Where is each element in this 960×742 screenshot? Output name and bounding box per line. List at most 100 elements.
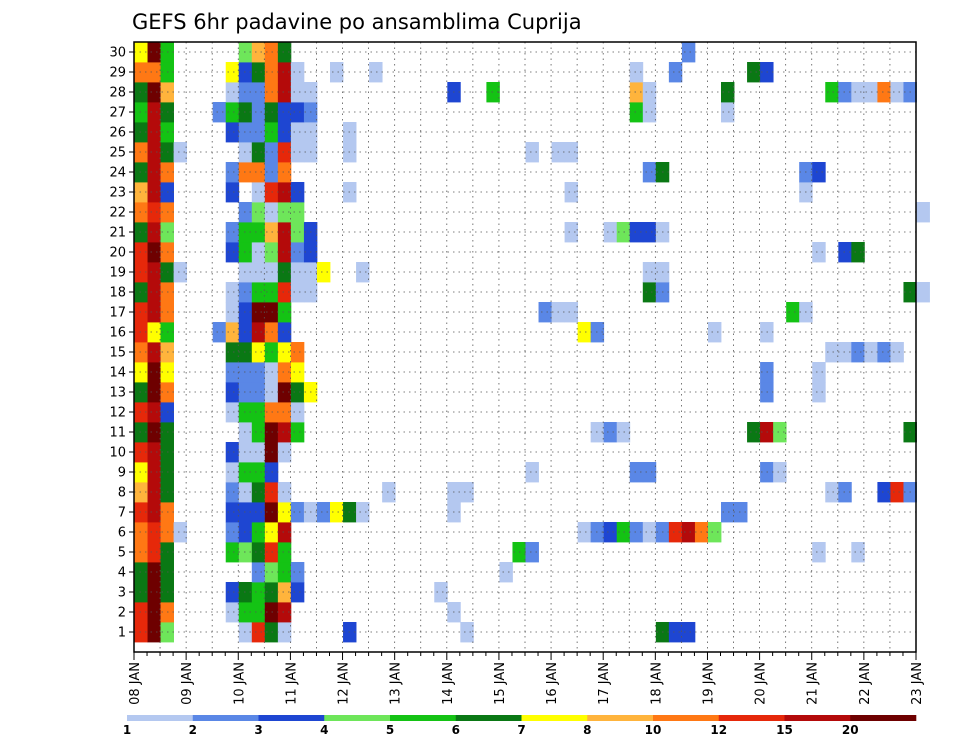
heatmap-cell	[225, 82, 240, 103]
heatmap-cell	[564, 302, 579, 323]
colorbar-segment	[390, 715, 457, 721]
x-tick-label: 12 JAN	[337, 662, 352, 705]
heatmap-cell	[225, 522, 240, 543]
heatmap-cell	[134, 482, 148, 503]
heatmap-cell	[486, 82, 500, 103]
heatmap-cell	[147, 422, 161, 443]
heatmap-cell	[134, 502, 148, 523]
heatmap-cell	[277, 122, 292, 143]
heatmap-cell	[225, 242, 240, 263]
y-tick-label: 17	[109, 306, 126, 321]
heatmap-cell	[147, 582, 161, 603]
heatmap-cell	[290, 362, 305, 383]
heatmap-cell	[838, 82, 852, 103]
colorbar-segment	[521, 715, 588, 721]
heatmap-cell	[812, 362, 826, 383]
heatmap-cell	[251, 402, 266, 423]
heatmap-cell	[577, 322, 592, 343]
heatmap-cell	[316, 262, 331, 283]
heatmap-cell	[173, 522, 188, 543]
heatmap-cell	[277, 162, 292, 183]
heatmap-cell	[134, 342, 148, 363]
heatmap-cell	[369, 62, 383, 83]
heatmap-cell	[134, 562, 148, 583]
heatmap-cell	[134, 462, 148, 483]
heatmap-cell	[225, 122, 240, 143]
heatmap-cell	[642, 222, 657, 243]
heatmap-cell	[225, 102, 240, 123]
y-tick-label: 29	[109, 66, 126, 81]
heatmap-cell	[147, 62, 161, 83]
heatmap-cell	[825, 342, 839, 363]
heatmap-cell	[134, 262, 148, 283]
heatmap-cell	[251, 222, 266, 243]
heatmap-cell	[225, 502, 240, 523]
heatmap-cell	[147, 102, 161, 123]
heatmap-cell	[277, 582, 292, 603]
y-tick-label: 22	[109, 206, 126, 221]
heatmap-cell	[734, 502, 748, 523]
heatmap-cell	[525, 542, 539, 563]
heatmap-cell	[356, 502, 370, 523]
heatmap-cell	[134, 62, 148, 83]
heatmap-cell	[277, 402, 292, 423]
heatmap-cell	[290, 62, 305, 83]
y-tick-label: 25	[109, 146, 126, 161]
heatmap-cell	[707, 522, 722, 543]
heatmap-cell	[616, 522, 631, 543]
heatmap-cell	[290, 102, 305, 123]
heatmap-cell	[225, 542, 240, 563]
heatmap-cell	[134, 582, 148, 603]
heatmap-cell	[251, 442, 266, 463]
heatmap-cell	[603, 422, 618, 443]
colorbar-segment	[718, 715, 785, 721]
heatmap-cell	[277, 102, 292, 123]
heatmap-cell	[225, 322, 240, 343]
y-tick-label: 13	[109, 386, 126, 401]
heatmap-cell	[290, 582, 305, 603]
heatmap-cell	[134, 522, 148, 543]
y-tick-label: 3	[118, 586, 126, 601]
heatmap-cell	[251, 182, 266, 203]
heatmap-cell	[225, 302, 240, 323]
heatmap-cell	[747, 62, 761, 83]
colorbar-segment	[587, 715, 654, 721]
colorbar-label: 12	[710, 723, 727, 737]
y-tick-label: 9	[118, 466, 126, 481]
colorbar-label: 2	[189, 723, 197, 737]
heatmap-cell	[134, 222, 148, 243]
colorbar-segment	[653, 715, 720, 721]
y-tick-label: 16	[109, 326, 126, 341]
heatmap-cell	[251, 582, 266, 603]
heatmap-cell	[134, 162, 148, 183]
heatmap-cell	[134, 82, 148, 103]
heatmap-cell	[890, 82, 904, 103]
heatmap-cell	[147, 182, 161, 203]
heatmap-cell	[134, 362, 148, 383]
heatmap-cell	[603, 222, 618, 243]
heatmap-cell	[251, 142, 266, 163]
y-tick-label: 27	[109, 106, 126, 121]
y-axis: 1234567891011121314151617181920212223242…	[109, 46, 134, 641]
x-tick-label: 16 JAN	[545, 662, 560, 705]
colorbar-label: 4	[320, 723, 328, 737]
heatmap-cell	[642, 522, 657, 543]
x-tick-label: 23 JAN	[910, 662, 925, 705]
heatmap-cell	[629, 522, 644, 543]
heatmap-cell	[147, 302, 161, 323]
heatmap-cell	[290, 82, 305, 103]
colorbar-label: 8	[583, 723, 591, 737]
heatmap-cell	[564, 222, 579, 243]
heatmap-cell	[225, 382, 240, 403]
heatmap-cell	[290, 402, 305, 423]
heatmap-cell	[134, 142, 148, 163]
colorbar-label: 5	[386, 723, 394, 737]
heatmap-cell	[290, 562, 305, 583]
heatmap-cell	[773, 422, 787, 443]
heatmap-cell	[577, 522, 592, 543]
heatmap-cell	[147, 282, 161, 303]
heatmap-cell	[382, 482, 396, 503]
heatmap-cell	[877, 82, 891, 103]
heatmap-cell	[134, 182, 148, 203]
heatmap-cell	[147, 482, 161, 503]
